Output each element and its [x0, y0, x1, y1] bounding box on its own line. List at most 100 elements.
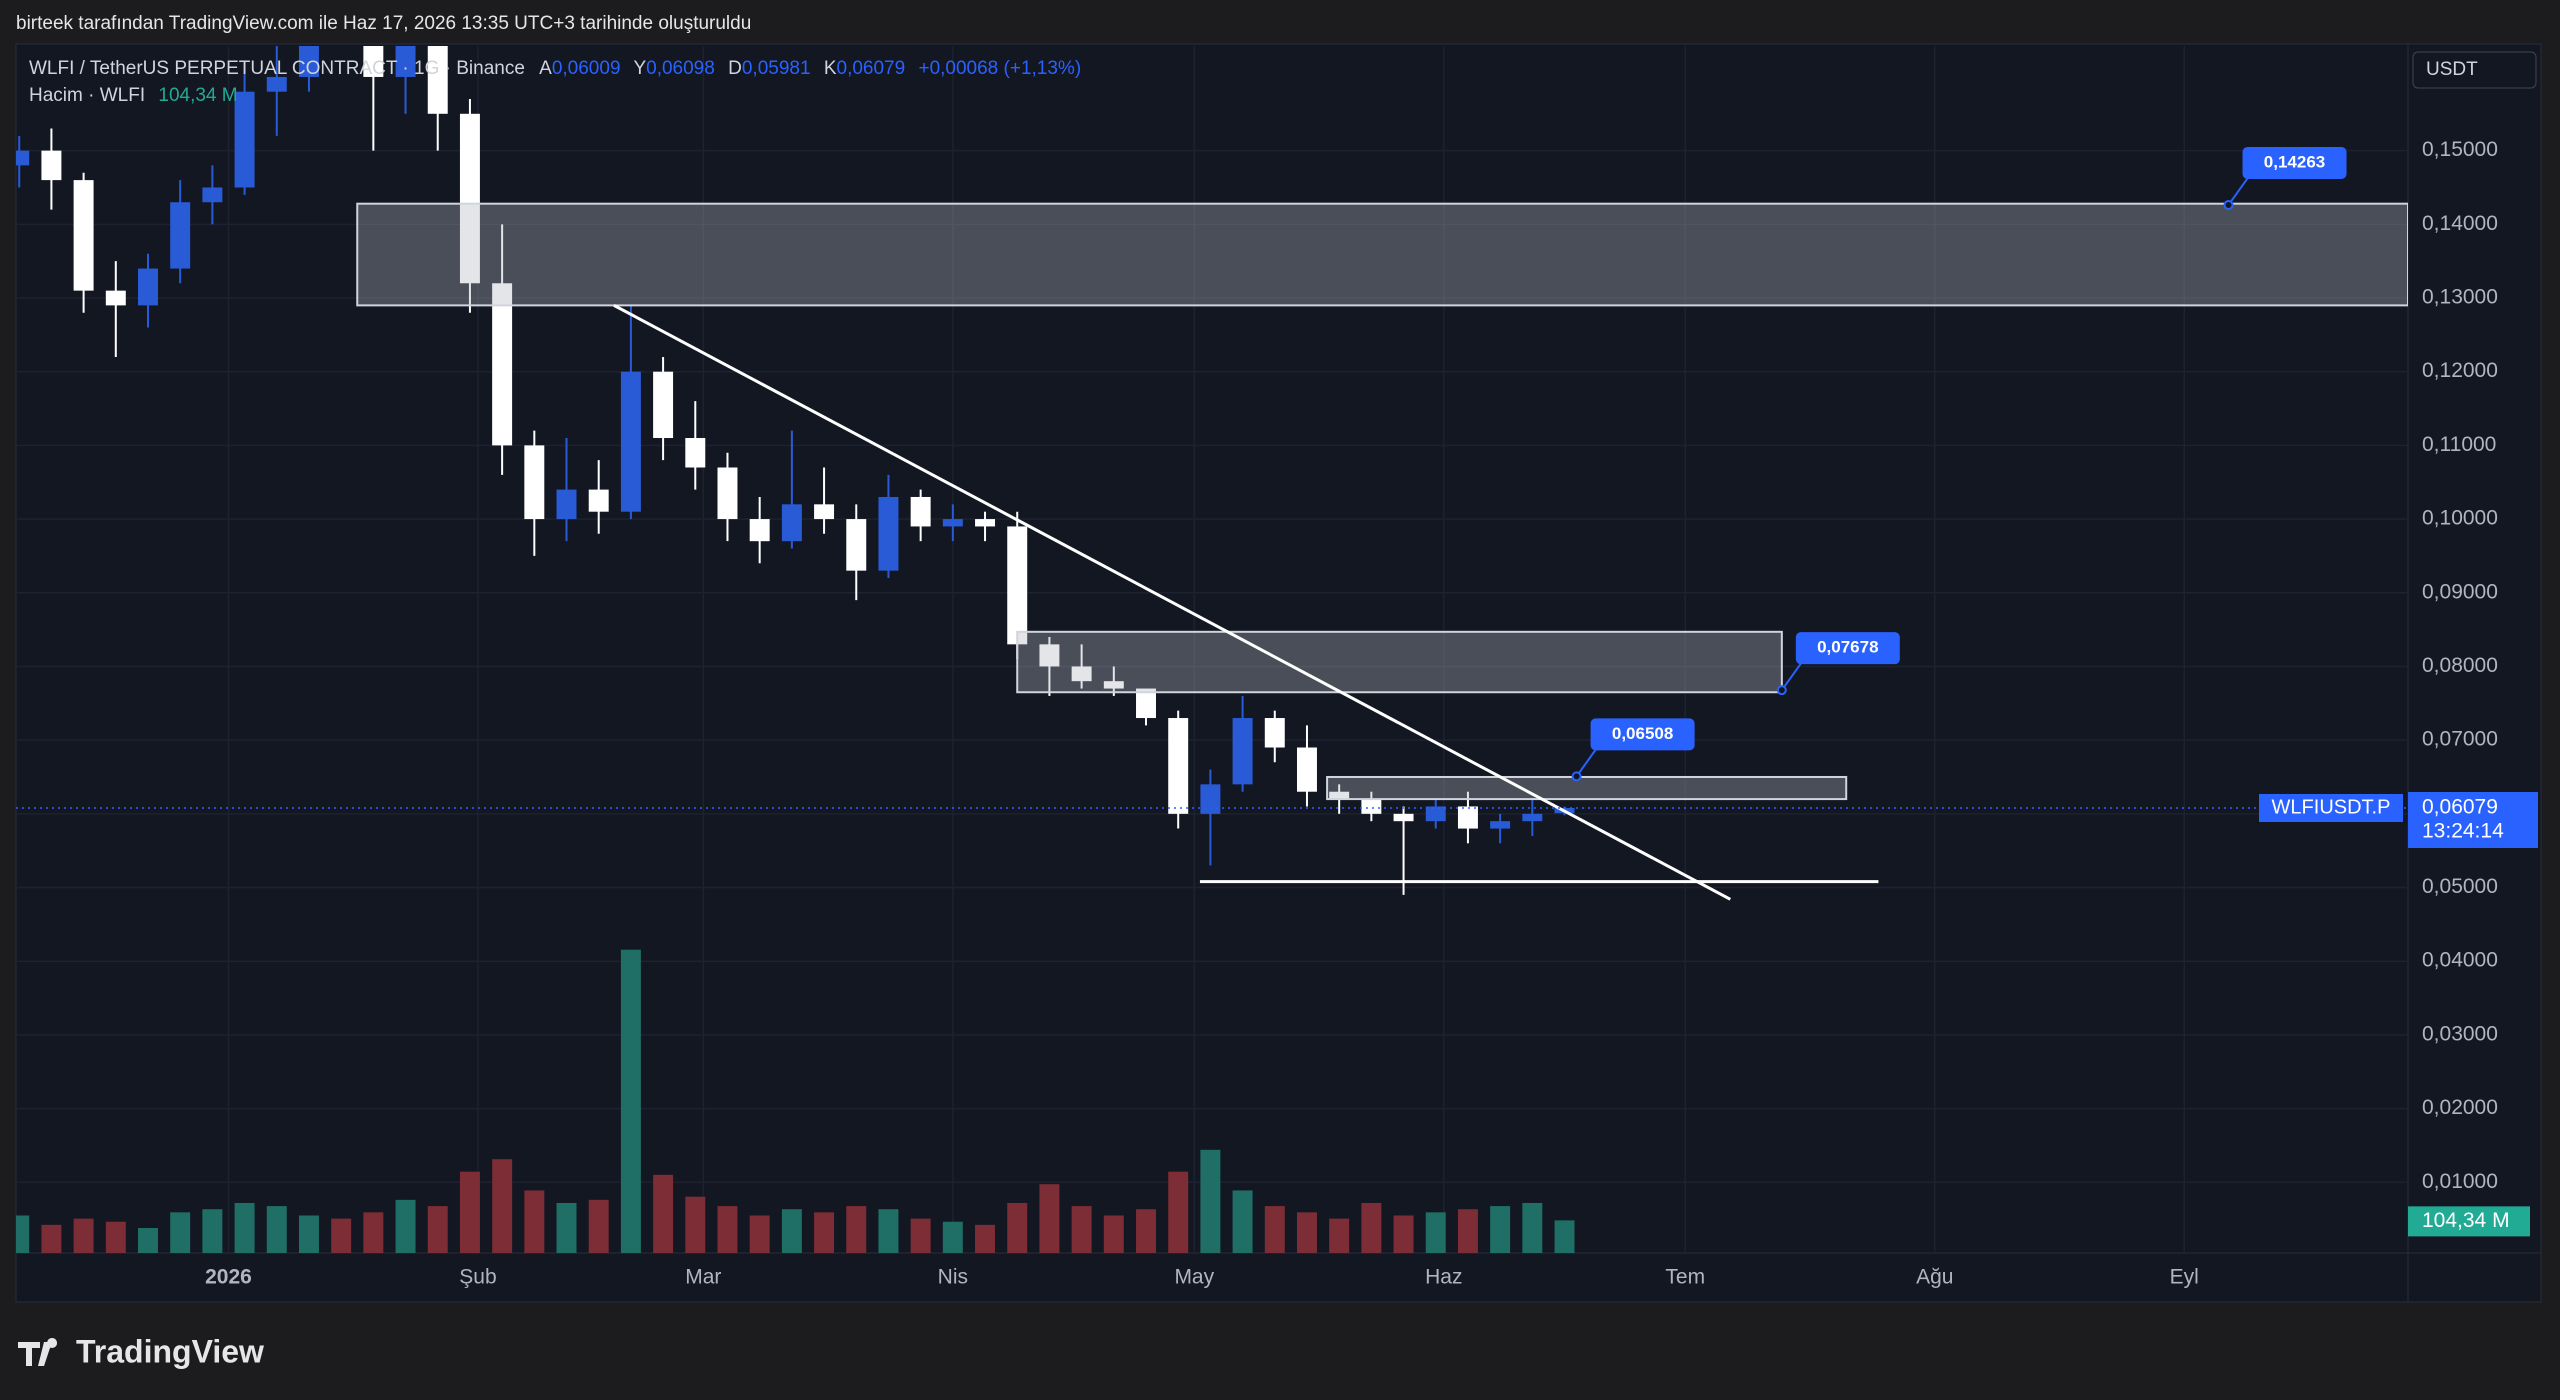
currency-button[interactable]	[2412, 51, 2537, 89]
legend-key: Y	[633, 58, 646, 79]
legend-key: D	[728, 58, 742, 79]
volume-bar	[814, 1212, 835, 1253]
brand: TradingView	[18, 1333, 264, 1369]
legend-value: 0,06079	[837, 58, 906, 79]
candle-body	[781, 504, 802, 542]
candle-body	[588, 489, 609, 512]
zone	[1326, 775, 1848, 801]
y-tick-label: 0,14000	[2422, 212, 2498, 235]
candle-body	[653, 371, 674, 439]
callout-box	[1795, 632, 1900, 665]
volume-bar	[1232, 1190, 1253, 1253]
candle-body	[1136, 688, 1156, 719]
candle-body	[1329, 791, 1350, 800]
volume-legend-name: Hacim · WLFI	[29, 85, 145, 106]
candle-body	[1457, 806, 1478, 829]
trendline	[613, 304, 1732, 901]
volume-bar	[781, 1209, 802, 1253]
legend-symbol: WLFI / TetherUS PERPETUAL CONTRACT · 1G …	[29, 58, 525, 79]
zone	[356, 202, 2408, 307]
volume-bar	[556, 1202, 577, 1253]
y-tick-label: 0,05000	[2422, 875, 2498, 898]
volume-bar	[1136, 1209, 1156, 1253]
legend-key: A	[539, 58, 552, 79]
volume-bar	[1264, 1206, 1285, 1253]
callout-box	[1590, 718, 1695, 751]
candle-body	[620, 371, 641, 512]
volume-bar	[73, 1218, 94, 1253]
y-tick-label: 0,09000	[2422, 580, 2498, 603]
volume-bar	[1103, 1215, 1124, 1253]
volume-bar	[588, 1199, 609, 1253]
overlay: 0,01000 0,02000 0,03000 0,04000 0,05000 0,060…	[205, 138, 2538, 1289]
volume-bar	[1200, 1149, 1221, 1253]
volume-bar	[1554, 1220, 1575, 1253]
symbol-tag-box	[2259, 794, 2403, 823]
y-tick-label: 0,07000	[2422, 728, 2498, 751]
volume-bar	[1425, 1212, 1446, 1253]
candle-body	[1490, 821, 1511, 829]
candle-body	[331, 0, 351, 3]
volume-bar	[105, 1221, 126, 1253]
candle-body	[363, 46, 384, 77]
volume-bar	[202, 1209, 223, 1253]
candle-body	[524, 445, 545, 520]
volume-bar	[1457, 1209, 1478, 1253]
candle-body	[202, 187, 223, 203]
candle-body	[1232, 718, 1253, 785]
legend: WLFI / TetherUS PERPETUAL CONTRACT · 1G …	[29, 58, 1081, 79]
candle-body	[717, 467, 738, 520]
candle-body	[73, 180, 94, 291]
legend-value: 0,05981	[742, 58, 811, 79]
volume-bar	[942, 1221, 963, 1253]
callout-connector	[1575, 747, 1598, 777]
volume-bar	[846, 1206, 867, 1253]
volume-bar	[975, 1224, 996, 1253]
volume-bar	[170, 1212, 191, 1253]
candle-body	[1264, 718, 1285, 748]
candle-body	[556, 489, 577, 520]
candle-body	[1425, 806, 1446, 822]
volume-bar	[878, 1209, 899, 1253]
volume-bar	[910, 1218, 931, 1253]
callout-box	[2242, 146, 2347, 179]
y-tick-label: 0,08000	[2422, 654, 2498, 677]
candle-body	[942, 519, 963, 527]
volume-bar	[459, 1171, 480, 1253]
candle-body	[492, 283, 513, 446]
callout-point	[2223, 199, 2234, 210]
legend-key: K	[824, 58, 837, 79]
volume-bar	[41, 1224, 62, 1253]
candle-body	[1200, 784, 1221, 814]
x-tick-label: Şub	[459, 1266, 496, 1289]
candle-body	[975, 519, 996, 527]
candle-body	[138, 268, 158, 306]
volume-bar	[138, 1227, 158, 1253]
volume-bar	[1393, 1215, 1414, 1253]
candle-body	[16, 150, 30, 166]
candle-body	[1071, 666, 1092, 682]
callout-label: 0,06508	[1612, 724, 1673, 743]
candle-body	[266, 76, 287, 92]
y-tick-label: 0,03000	[2422, 1022, 2498, 1045]
y-tick-label: 0,01000	[2422, 1170, 2498, 1193]
candle-body	[1103, 681, 1124, 689]
candle-body	[459, 113, 480, 284]
volume-tag-box	[2408, 1206, 2530, 1237]
legend-value: 0,06009	[552, 58, 621, 79]
volume-legend-value: 104,34 M	[158, 85, 237, 106]
candle-body	[814, 504, 835, 520]
caption: birteek tarafından TradingView.com ile H…	[16, 13, 751, 34]
volume-bar	[234, 1202, 255, 1253]
volume-bar	[16, 1215, 30, 1253]
candle-body	[234, 91, 255, 188]
volume-bar	[1007, 1202, 1028, 1253]
y-tick-label: 0,04000	[2422, 949, 2498, 972]
x-tick-label: 2026	[205, 1266, 252, 1289]
volume-bar	[1039, 1184, 1060, 1253]
volume-bar	[749, 1215, 770, 1253]
symbol-tag: WLFIUSDT.P	[2272, 796, 2391, 818]
volume-bar	[1168, 1171, 1189, 1253]
